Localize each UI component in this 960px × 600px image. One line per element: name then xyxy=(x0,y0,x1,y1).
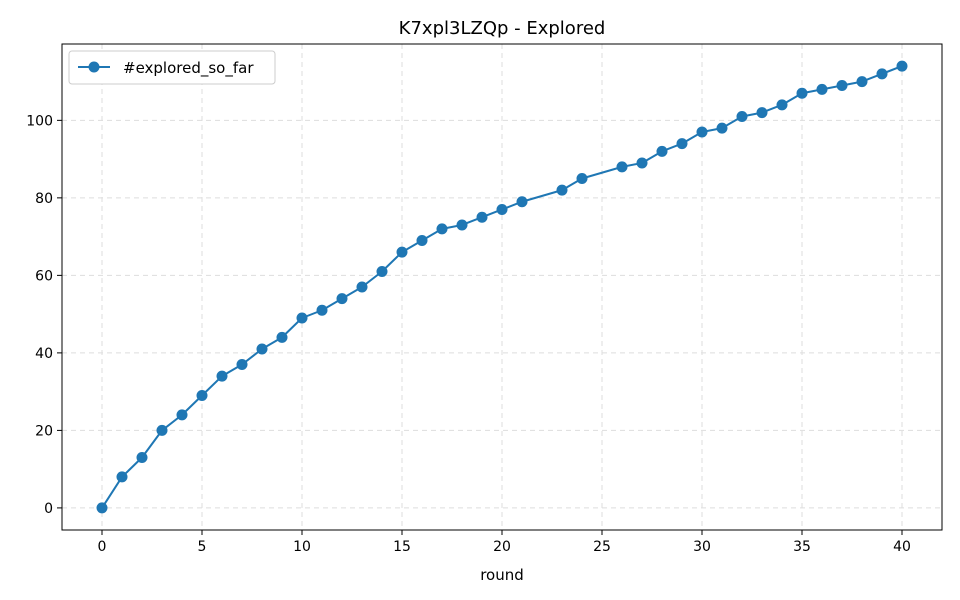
data-point xyxy=(516,196,528,208)
legend-label: #explored_so_far xyxy=(123,59,254,78)
data-point xyxy=(476,211,488,223)
data-point xyxy=(196,390,208,402)
data-point xyxy=(656,145,668,157)
x-tick-label: 35 xyxy=(793,539,811,555)
data-point xyxy=(896,60,908,72)
data-point xyxy=(336,293,348,305)
axes: 0 5 10 15 20 25 30 35 40 0 20 40 60 80 100 xyxy=(26,113,911,555)
data-point xyxy=(736,110,748,122)
data-point xyxy=(376,265,388,277)
x-tick-label: 20 xyxy=(493,539,511,555)
data-point xyxy=(636,157,648,169)
y-tick-label: 20 xyxy=(35,423,53,439)
data-point xyxy=(116,471,128,483)
x-tick-label: 40 xyxy=(893,539,911,555)
data-point xyxy=(396,246,408,258)
x-tick-label: 15 xyxy=(393,539,411,555)
data-point xyxy=(716,122,728,134)
data-point xyxy=(216,370,228,382)
grid xyxy=(62,44,942,530)
data-point xyxy=(556,184,568,196)
x-tick-label: 0 xyxy=(98,539,107,555)
x-axis-label: round xyxy=(480,566,524,584)
data-point xyxy=(256,343,268,355)
y-tick-label: 40 xyxy=(35,346,53,362)
x-tick-label: 30 xyxy=(693,539,711,555)
data-point xyxy=(276,331,288,343)
data-point xyxy=(96,502,108,514)
data-point xyxy=(436,223,448,235)
x-tick-label: 25 xyxy=(593,539,611,555)
data-point xyxy=(696,126,708,138)
data-point xyxy=(876,68,888,80)
plot-area xyxy=(96,60,908,514)
legend: #explored_so_far xyxy=(68,50,276,85)
data-point xyxy=(496,203,508,215)
data-point xyxy=(416,234,428,246)
legend-box xyxy=(68,50,276,85)
data-point xyxy=(236,359,248,371)
data-point xyxy=(836,79,848,91)
y-tick-label: 80 xyxy=(35,191,53,207)
data-point xyxy=(156,424,168,436)
data-point xyxy=(796,87,808,99)
data-point xyxy=(356,281,368,293)
plot-frame xyxy=(61,43,943,531)
y-tick-label: 0 xyxy=(44,501,53,517)
x-tick-label: 5 xyxy=(198,539,207,555)
data-point xyxy=(316,304,328,316)
chart-title: K7xpl3LZQp - Explored xyxy=(399,18,606,39)
data-point xyxy=(676,138,688,150)
data-point xyxy=(456,219,468,231)
data-point xyxy=(856,76,868,88)
data-point xyxy=(176,409,188,421)
y-tick-label: 100 xyxy=(26,113,53,129)
data-point xyxy=(296,312,308,324)
data-point xyxy=(776,99,788,111)
y-tick-label: 60 xyxy=(35,268,53,284)
data-point xyxy=(576,172,588,184)
data-point xyxy=(816,83,828,95)
legend-marker xyxy=(88,61,100,73)
data-point xyxy=(136,452,148,464)
data-point xyxy=(756,107,768,119)
data-point xyxy=(616,161,628,173)
x-tick-label: 10 xyxy=(293,539,311,555)
